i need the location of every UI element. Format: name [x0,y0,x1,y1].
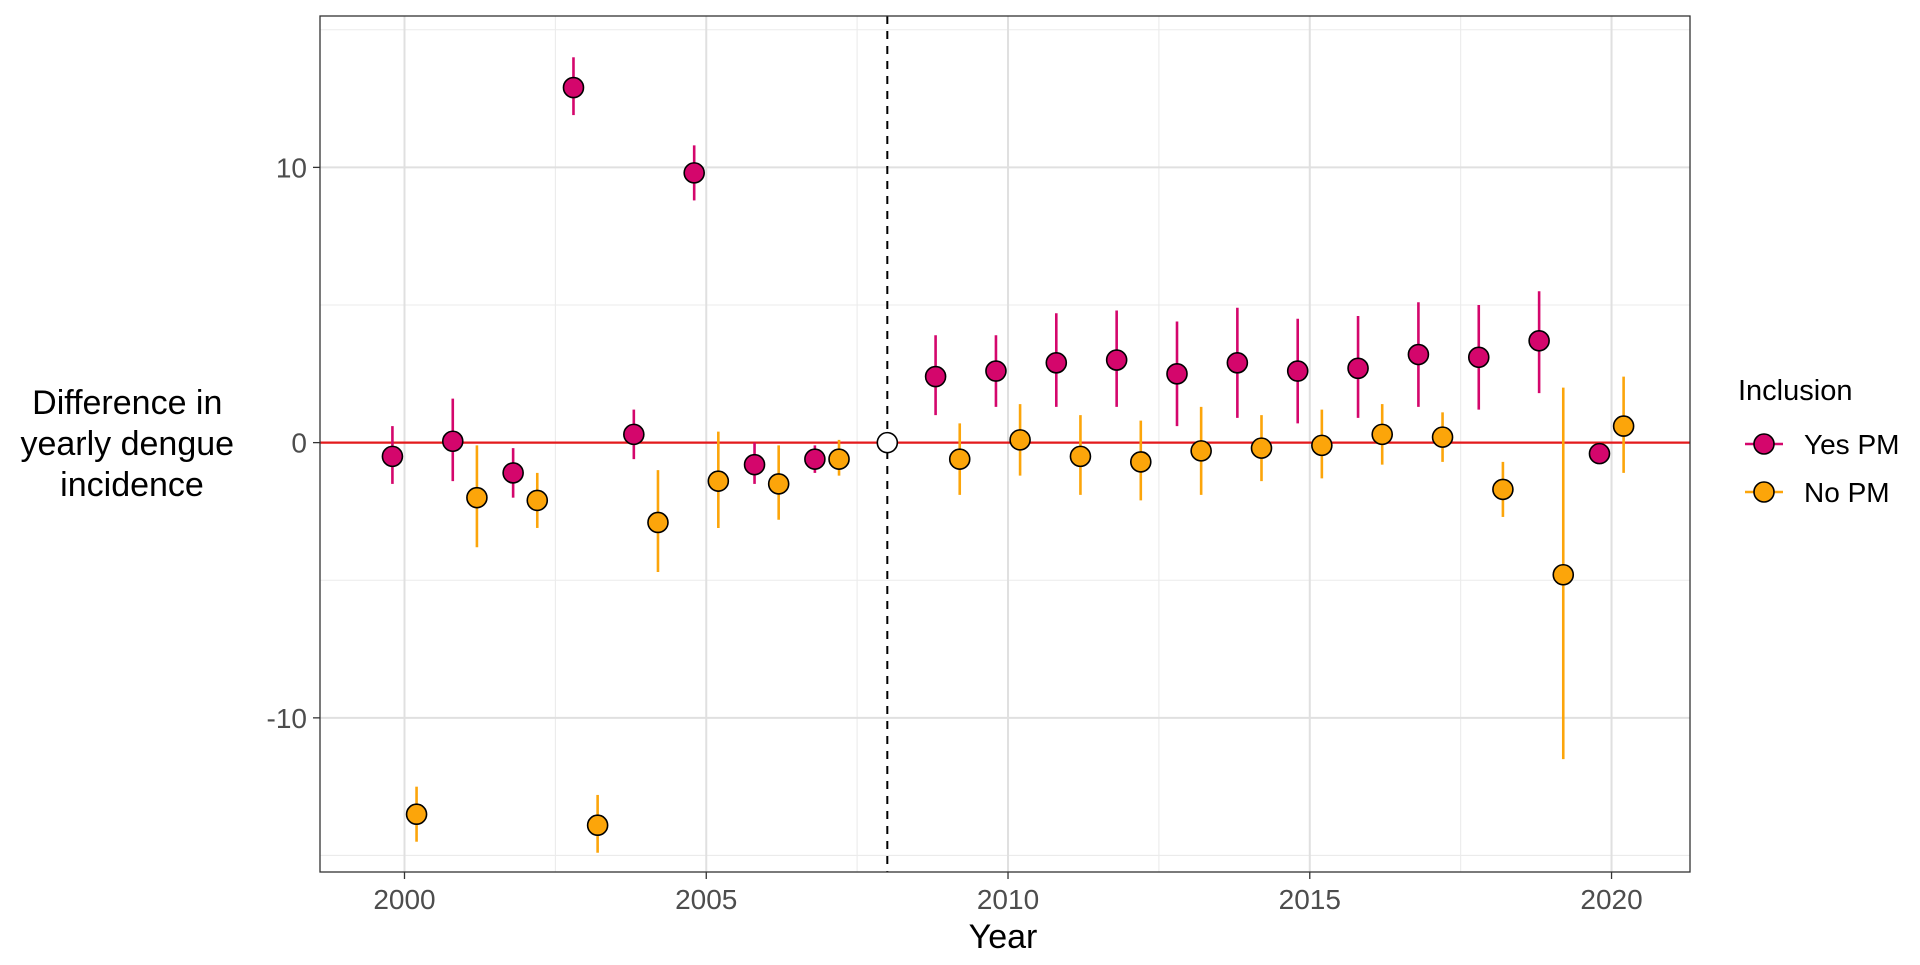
point-yes-pm [1045,352,1068,374]
point-no-pm [828,448,850,470]
plot-panel-border [319,15,1691,873]
y-axis-title-line-1: Difference in [32,384,222,422]
point-yes-pm [1226,352,1249,374]
y-axis-title-line-3: incidence [60,466,204,504]
y-tick-label: 0 [291,428,307,459]
reference-point [876,431,899,454]
legend-key-point [1753,481,1775,503]
x-tick-label: 2020 [1580,884,1642,915]
point-no-pm [1069,445,1092,468]
x-tick-label: 2005 [675,884,737,915]
legend-key-point [1753,433,1775,455]
point-yes-pm [502,462,524,484]
point-no-pm [405,803,428,825]
point-yes-pm [1286,360,1309,382]
y-axis: -10 0 10 [267,152,320,734]
point-no-pm [948,448,971,470]
point-no-pm [1250,437,1273,459]
legend-label: No PM [1804,477,1890,508]
point-no-pm [1552,563,1575,586]
point-yes-pm [1347,357,1369,380]
x-tick-label: 2000 [373,884,435,915]
point-yes-pm [743,453,766,476]
point-no-pm [1190,440,1212,462]
point-yes-pm [562,76,585,99]
point-yes-pm [924,365,947,388]
minor-gridlines [320,16,1690,872]
point-yes-pm [1467,346,1490,369]
point-yes-pm [1407,343,1430,366]
point-no-pm [1311,434,1333,457]
point-no-pm [1431,426,1454,448]
x-axis-title: Year [969,918,1038,956]
data-points [381,76,1635,837]
point-yes-pm [1105,349,1128,371]
point-yes-pm [683,162,705,184]
y-axis-title: Difference in yearly dengue incidence [20,384,243,504]
x-tick-label: 2010 [977,884,1039,915]
point-no-pm [1371,423,1394,446]
point-no-pm [586,814,609,837]
point-no-pm [767,473,790,495]
plot-panel-background [320,16,1690,872]
legend: Inclusion Yes PM No PM [1738,375,1899,508]
point-no-pm [1009,429,1031,451]
legend-title: Inclusion [1738,375,1852,407]
point-yes-pm [381,445,404,468]
point-no-pm [1612,415,1635,437]
x-tick-label: 2015 [1279,884,1341,915]
point-no-pm [1129,451,1152,473]
point-yes-pm [1588,442,1611,465]
point-yes-pm [1166,363,1188,385]
legend-item-yes-pm: Yes PM [1745,429,1899,460]
y-axis-title-line-2: yearly dengue [20,425,234,463]
point-yes-pm [985,360,1007,382]
y-tick-label: -10 [267,703,307,734]
reference-lines [320,16,1690,872]
point-no-pm [526,489,549,512]
point-no-pm [647,511,669,534]
point-yes-pm [623,423,645,446]
point-yes-pm [804,448,826,470]
y-tick-label: 10 [276,152,307,183]
legend-label: Yes PM [1804,429,1899,460]
point-no-pm [1492,478,1514,501]
point-yes-pm [441,430,464,453]
legend-item-no-pm: No PM [1745,477,1890,508]
point-no-pm [707,470,730,492]
x-axis: 2000 2005 2010 2015 2020 [373,872,1643,915]
point-no-pm [466,486,488,509]
point-yes-pm [1528,329,1550,352]
